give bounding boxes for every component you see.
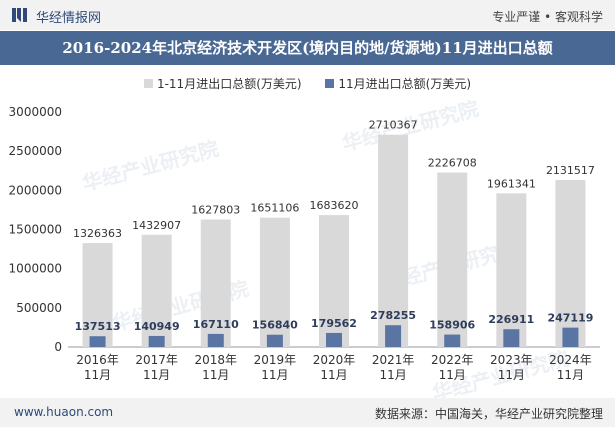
bar-november	[385, 325, 402, 347]
data-label-november: 247119	[547, 312, 593, 325]
bar-november	[503, 329, 520, 347]
y-tick-label: 3000000	[9, 105, 62, 119]
bar-total	[82, 243, 113, 347]
bar-total	[200, 219, 231, 347]
data-label-total: 1432907	[132, 219, 181, 232]
bar-november	[266, 334, 283, 347]
data-label-total: 1326363	[73, 227, 122, 240]
data-label-total: 2226708	[428, 157, 477, 170]
bar-total	[555, 180, 586, 347]
x-tick-label: 11月	[84, 368, 111, 382]
x-tick-label: 2021年	[372, 353, 415, 367]
bar-november	[326, 332, 342, 347]
data-label-november: 156840	[252, 319, 298, 332]
x-tick-label: 2018年	[195, 353, 238, 367]
data-label-november: 167110	[193, 318, 239, 331]
legend: 1-11月进出口总额(万美元) 11月进出口总额(万美元)	[0, 75, 615, 93]
y-tick-label: 500000	[16, 301, 62, 315]
x-tick-label: 2024年	[549, 353, 592, 367]
data-label-total: 2710367	[369, 119, 418, 132]
data-label-november: 226911	[488, 313, 534, 326]
x-tick-label: 11月	[320, 368, 347, 382]
x-tick-label: 11月	[557, 368, 584, 382]
data-label-total: 1961341	[487, 177, 536, 190]
bar-total	[259, 217, 290, 347]
x-tick-label: 2023年	[490, 353, 533, 367]
bar-total	[319, 215, 349, 347]
x-tick-label: 2022年	[431, 353, 474, 367]
huajing-logo-icon	[12, 8, 27, 22]
x-tick-label: 2020年	[313, 353, 356, 367]
bar-november	[562, 327, 579, 347]
bar-november	[89, 336, 106, 347]
data-label-total: 2131517	[546, 164, 595, 177]
bar-november	[207, 333, 224, 347]
data-label-november: 179562	[311, 317, 357, 330]
footer: www.huaon.com 数据来源：中国海关，华经产业研究院整理	[0, 398, 615, 427]
top-bar: 华经情报网 专业严谨 • 客观科学	[0, 0, 615, 30]
x-tick-label: 11月	[202, 368, 229, 382]
y-tick-label: 2000000	[9, 183, 62, 197]
bar-november	[148, 335, 165, 347]
data-label-november: 137513	[75, 320, 121, 333]
x-tick-label: 11月	[498, 368, 525, 382]
x-tick-label: 2019年	[254, 353, 297, 367]
data-label-total: 1627803	[191, 203, 240, 216]
bar-chart: 0 500000 1000000 1500000 2000000 2500000 30000…	[9, 105, 600, 382]
x-tick-label: 11月	[439, 368, 466, 382]
bar-november	[444, 334, 461, 347]
legend-label-total: 1-11月进出口总额(万美元)	[156, 77, 302, 91]
data-label-total: 1651106	[250, 202, 299, 215]
data-label-november: 278255	[370, 309, 416, 322]
legend-item-november: 11月进出口总额(万美元)	[325, 75, 471, 92]
data-label-total: 1683620	[310, 199, 359, 212]
y-tick-label: 1000000	[9, 262, 62, 276]
chart-title: 2016-2024年北京经济技术开发区(境内目的地/货源地)11月进出口总额	[0, 31, 615, 65]
x-tick-label: 11月	[379, 368, 406, 382]
bar-total	[437, 172, 468, 347]
bar-total	[378, 134, 409, 347]
legend-item-total: 1-11月进出口总额(万美元)	[143, 75, 302, 92]
bar-total	[141, 234, 172, 347]
x-tick-label: 11月	[143, 368, 170, 382]
data-label-november: 140949	[134, 320, 180, 333]
legend-swatch-total	[143, 79, 153, 88]
legend-swatch-november	[325, 79, 335, 88]
y-tick-label: 0	[54, 340, 62, 354]
x-tick-label: 2017年	[135, 353, 178, 367]
x-tick-label: 11月	[261, 368, 288, 382]
bar-total	[496, 193, 527, 347]
brand-name: 华经情报网	[36, 11, 102, 26]
y-tick-label: 1500000	[9, 223, 62, 237]
footer-url[interactable]: www.huaon.com	[14, 405, 114, 419]
data-source: 数据来源：中国海关，华经产业研究院整理	[374, 407, 603, 421]
y-tick-label: 2500000	[9, 144, 62, 158]
slogan: 专业严谨 • 客观科学	[492, 10, 603, 24]
data-label-november: 158906	[429, 319, 475, 332]
legend-label-november: 11月进出口总额(万美元)	[338, 77, 472, 91]
x-tick-label: 2016年	[76, 353, 119, 367]
